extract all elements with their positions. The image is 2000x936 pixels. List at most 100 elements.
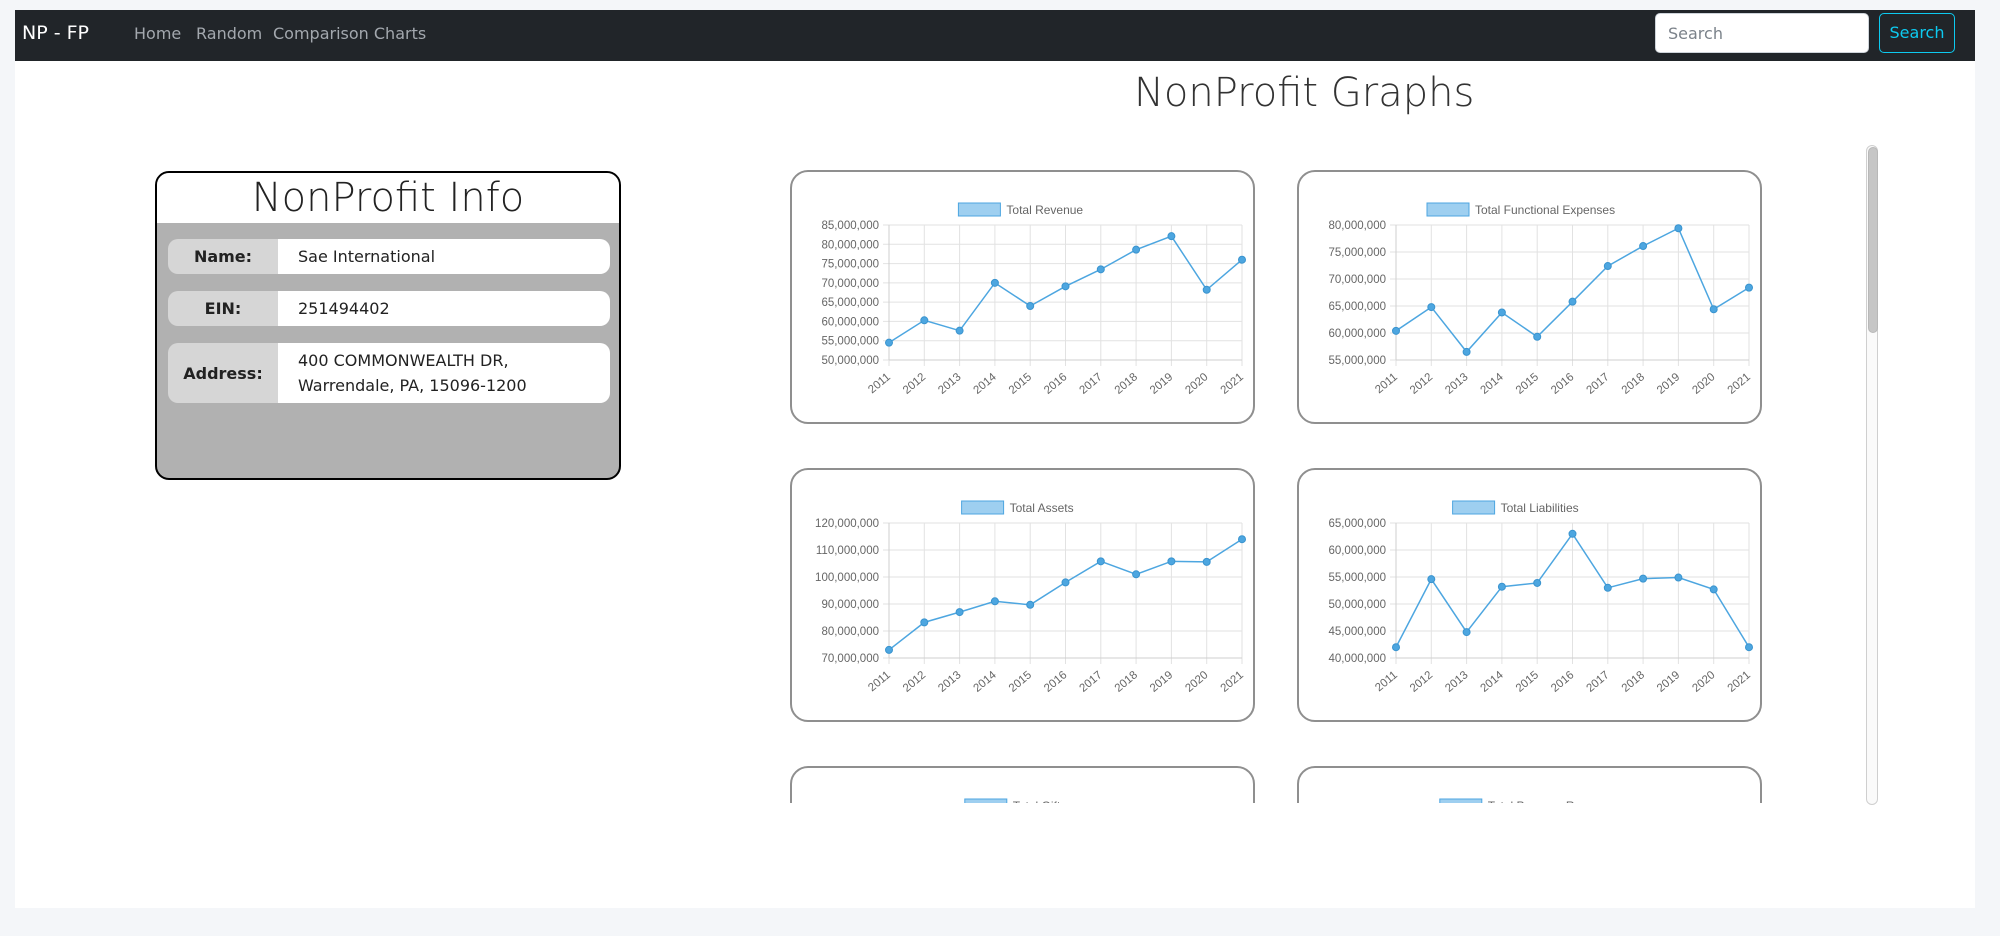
info-row-name: Name: Sae International <box>168 239 610 274</box>
x-tick-label: 2021 <box>1726 371 1753 397</box>
x-tick-label: 2021 <box>1219 669 1246 695</box>
legend-label: Total Assets <box>1010 501 1074 515</box>
chart-total-liabilities: Total Liabilities 40,000,000 45,000,000 50,… <box>1328 500 1753 695</box>
data-point <box>955 608 964 617</box>
data-point <box>920 618 929 627</box>
search-input[interactable] <box>1655 13 1869 53</box>
y-tick-label: 60,000,000 <box>1328 545 1386 557</box>
x-tick-label: 2016 <box>1042 371 1069 397</box>
x-tick-label: 2016 <box>1549 371 1576 397</box>
data-point <box>1392 326 1400 335</box>
y-tick-label: 50,000,000 <box>1328 599 1386 611</box>
legend-label: Total Liabilities <box>1501 501 1579 515</box>
nav-link-comparison-charts[interactable]: Comparison Charts <box>273 24 427 43</box>
data-point <box>1096 557 1105 566</box>
x-tick-label: 2017 <box>1584 669 1611 695</box>
y-tick-label: 60,000,000 <box>821 316 879 328</box>
x-tick-label: 2016 <box>1042 669 1069 695</box>
name-label: Name: <box>168 239 278 274</box>
x-tick-label: 2020 <box>1690 371 1717 397</box>
legend-swatch <box>961 500 1005 515</box>
x-tick-label: 2012 <box>901 669 928 695</box>
info-card-title: NonProfit Info <box>157 173 619 223</box>
ein-value: 251494402 <box>278 291 610 326</box>
search-button[interactable]: Search <box>1879 13 1955 53</box>
graphs-scrollbar[interactable] <box>1866 145 1878 805</box>
nav-link-home[interactable]: Home <box>134 24 182 43</box>
y-tick-label: 60,000,000 <box>1328 328 1386 340</box>
legend-label: Total Gifts <box>1013 799 1066 803</box>
x-tick-label: 2015 <box>1514 371 1541 397</box>
y-tick-label: 50,000,000 <box>821 355 879 367</box>
chart-card-total-gifts: Total Gifts <box>790 766 1255 803</box>
info-row-address: Address: 400 COMMONWEALTH DR, Warrendale… <box>168 343 610 403</box>
y-tick-label: 100,000,000 <box>815 572 879 584</box>
x-tick-label: 2011 <box>866 371 893 396</box>
data-point <box>1238 255 1246 264</box>
chart-total-assets: Total Assets 70,000,000 80,000,000 90,000,0… <box>815 500 1246 695</box>
address-value: 400 COMMONWEALTH DR, Warrendale, PA, 150… <box>278 343 610 403</box>
data-point <box>1603 583 1612 592</box>
data-point <box>1639 242 1648 251</box>
y-tick-label: 85,000,000 <box>821 220 879 232</box>
brand-logo[interactable]: NP - FP <box>22 22 89 44</box>
navbar: NP - FP Home Random Comparison Charts Se… <box>15 10 1975 61</box>
chart-total-revenue: Total Revenue 50,000,000 55,000,000 60,000,… <box>821 202 1246 397</box>
chart-total-functional-expenses: Total Functional Expenses 55,000,000 60,00… <box>1328 202 1753 397</box>
chart-card-total-assets: Total Assets 70,000,000 80,000,000 90,000,0… <box>790 468 1255 722</box>
address-line-1: 400 COMMONWEALTH DR, <box>298 351 509 370</box>
y-tick-label: 120,000,000 <box>815 518 879 530</box>
x-tick-label: 2017 <box>1077 669 1104 695</box>
chart-card-total-program-revenue: Total Program Revenue <box>1297 766 1762 803</box>
x-tick-label: 2012 <box>901 371 928 397</box>
data-point <box>1533 578 1542 587</box>
legend-swatch <box>957 202 1001 217</box>
x-tick-label: 2011 <box>866 669 893 694</box>
x-tick-label: 2021 <box>1726 669 1753 695</box>
data-point <box>1674 573 1683 582</box>
x-tick-label: 2013 <box>936 371 963 397</box>
y-tick-label: 80,000,000 <box>821 626 879 638</box>
data-point <box>1462 628 1471 637</box>
y-tick-label: 70,000,000 <box>1328 274 1386 286</box>
x-tick-label: 2017 <box>1584 371 1611 397</box>
x-tick-label: 2013 <box>1443 669 1470 695</box>
nav-link-random[interactable]: Random <box>196 24 263 43</box>
x-tick-label: 2011 <box>1373 669 1400 694</box>
data-point <box>1427 575 1436 584</box>
data-point <box>1167 557 1176 566</box>
data-point <box>1061 578 1070 587</box>
data-point <box>1392 643 1400 652</box>
data-point <box>1462 347 1471 356</box>
data-point <box>955 326 964 335</box>
x-tick-label: 2019 <box>1148 669 1175 695</box>
data-point <box>1132 570 1141 579</box>
data-point <box>1026 302 1035 310</box>
data-point <box>1745 643 1753 652</box>
y-tick-label: 65,000,000 <box>821 297 879 309</box>
graphs-scroll-area[interactable]: Total Revenue 50,000,000 55,000,000 60,000,… <box>775 160 1885 803</box>
data-point <box>1674 224 1683 233</box>
x-tick-label: 2015 <box>1007 669 1034 695</box>
data-point <box>1061 282 1070 291</box>
legend-label: Total Revenue <box>1006 203 1083 217</box>
data-point <box>1497 308 1506 317</box>
y-tick-label: 70,000,000 <box>821 653 879 665</box>
x-tick-label: 2013 <box>936 669 963 695</box>
data-point <box>1745 283 1753 292</box>
info-row-ein: EIN: 251494402 <box>168 291 610 326</box>
data-point <box>1497 582 1506 591</box>
address-line-2: Warrendale, PA, 15096-1200 <box>298 376 527 395</box>
data-point <box>1096 265 1105 274</box>
data-point <box>1132 245 1141 254</box>
y-tick-label: 55,000,000 <box>1328 572 1386 584</box>
legend-label: Total Functional Expenses <box>1475 203 1615 217</box>
x-tick-label: 2014 <box>972 669 1000 695</box>
y-tick-label: 75,000,000 <box>821 259 879 271</box>
scrollbar-thumb[interactable] <box>1868 147 1878 333</box>
x-tick-label: 2012 <box>1408 669 1435 695</box>
x-tick-label: 2013 <box>1443 371 1470 397</box>
chart-card-total-liabilities: Total Liabilities 40,000,000 45,000,000 50,… <box>1297 468 1762 722</box>
y-tick-label: 70,000,000 <box>821 278 879 290</box>
x-tick-label: 2020 <box>1690 669 1717 695</box>
